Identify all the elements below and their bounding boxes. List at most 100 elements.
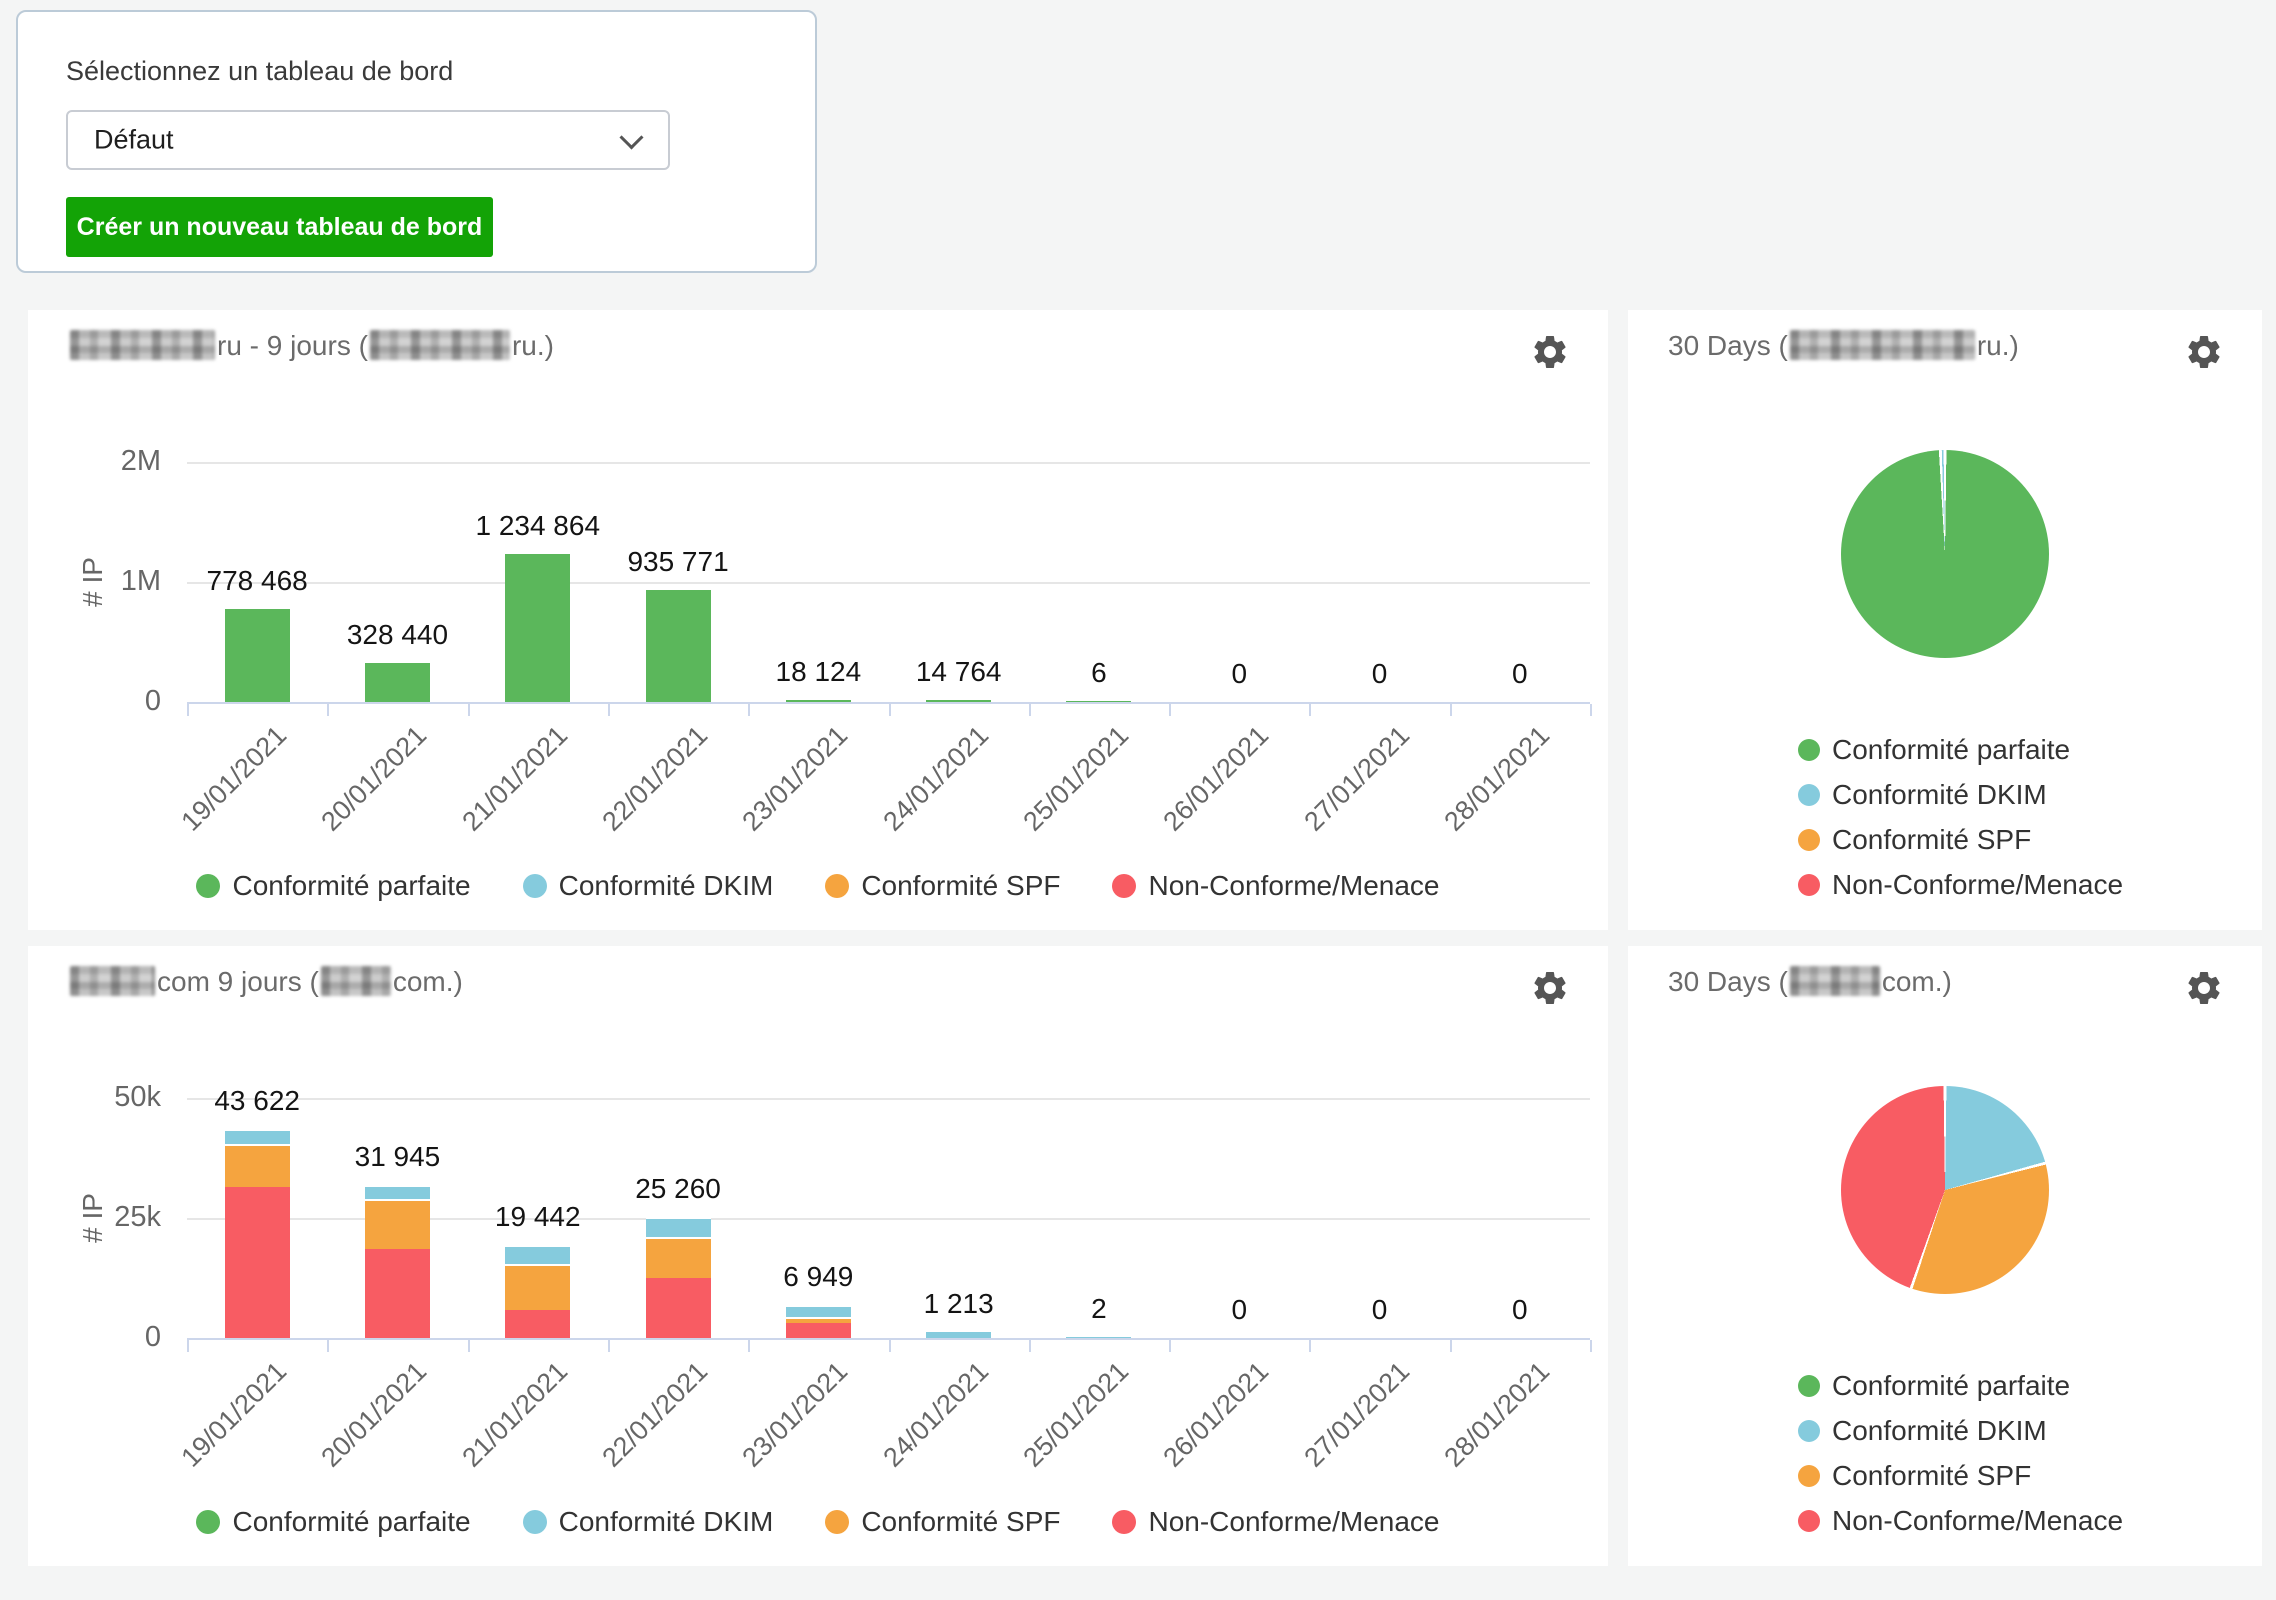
legend-item[interactable]: Conformité parfaite (1798, 734, 2123, 766)
bar-segment (1066, 701, 1131, 702)
legend-label: Non-Conforme/Menace (1832, 1505, 2123, 1537)
bar-segment (225, 1187, 290, 1338)
x-axis-label: 24/01/2021 (877, 720, 994, 837)
legend-item[interactable]: Conformité SPF (1798, 824, 2123, 856)
legend-dot-icon (1112, 1510, 1136, 1534)
legend-item[interactable]: Conformité DKIM (523, 870, 774, 902)
bar-value-label: 328 440 (347, 619, 448, 651)
x-axis-tick (1169, 704, 1171, 716)
selector-label: Sélectionnez un tableau de bord (66, 56, 453, 87)
bar-value-label: 6 (1091, 657, 1107, 689)
legend-item[interactable]: Conformité DKIM (523, 1506, 774, 1538)
x-axis-label: 25/01/2021 (1017, 720, 1134, 837)
legend-item[interactable]: Conformité DKIM (1798, 779, 2123, 811)
bar-segment (505, 554, 570, 702)
x-axis-label: 27/01/2021 (1298, 1356, 1415, 1473)
legend-dot-icon (1798, 1465, 1820, 1487)
x-axis-tick (1309, 1340, 1311, 1352)
legend-item[interactable]: Non-Conforme/Menace (1798, 1505, 2123, 1537)
x-axis-tick (1169, 1340, 1171, 1352)
x-axis-label: 22/01/2021 (596, 720, 713, 837)
gridline (187, 462, 1590, 464)
legend-dot-icon (1798, 1375, 1820, 1397)
x-axis-label: 26/01/2021 (1158, 1356, 1275, 1473)
x-axis-label: 26/01/2021 (1158, 720, 1275, 837)
x-axis-tick (1029, 704, 1031, 716)
bar-segment (786, 1317, 851, 1323)
legend-label: Conformité DKIM (559, 870, 774, 902)
dashboard-selector-panel: Sélectionnez un tableau de bord Défaut C… (16, 10, 817, 273)
y-axis-tick-label: 0 (71, 1321, 161, 1354)
dashboard-page: Sélectionnez un tableau de bord Défaut C… (0, 0, 2276, 1600)
bar-segment (786, 1323, 851, 1338)
bar-segment (926, 1332, 991, 1338)
legend-dot-icon (1798, 739, 1820, 761)
legend-item[interactable]: Conformité parfaite (196, 1506, 470, 1538)
pie-chart: Conformité parfaite Conformité DKIM Confor… (1628, 310, 2262, 930)
x-axis-tick (748, 1340, 750, 1352)
bar-value-label: 0 (1512, 1294, 1528, 1326)
y-axis-tick-label: 50k (71, 1081, 161, 1114)
x-axis-tick (608, 1340, 610, 1352)
dashboard-select[interactable]: Défaut (66, 110, 670, 170)
bar-value-label: 31 945 (355, 1141, 441, 1173)
x-axis-tick (187, 704, 189, 716)
legend-item[interactable]: Conformité SPF (1798, 1460, 2123, 1492)
x-axis-label: 21/01/2021 (456, 1356, 573, 1473)
bar-value-label: 1 213 (924, 1288, 994, 1320)
bar-value-label: 18 124 (776, 656, 862, 688)
x-axis-tick (889, 1340, 891, 1352)
legend-dot-icon (825, 1510, 849, 1534)
legend-label: Conformité SPF (861, 870, 1060, 902)
legend-item[interactable]: Conformité DKIM (1798, 1415, 2123, 1447)
bar-chart: 2M1M0# IP778 46819/01/2021328 44020/01/2… (28, 310, 1608, 930)
bar-value-label: 19 442 (495, 1201, 581, 1233)
x-axis-label: 25/01/2021 (1017, 1356, 1134, 1473)
legend-item[interactable]: Conformité parfaite (1798, 1370, 2123, 1402)
x-axis-label: 28/01/2021 (1438, 1356, 1555, 1473)
pie-graphic (1841, 1086, 2049, 1294)
legend-label: Non-Conforme/Menace (1832, 869, 2123, 901)
legend-item[interactable]: Conformité SPF (825, 1506, 1060, 1538)
legend-dot-icon (196, 874, 220, 898)
legend-dot-icon (523, 874, 547, 898)
x-axis-tick (327, 704, 329, 716)
legend-label: Conformité DKIM (1832, 1415, 2047, 1447)
legend-dot-icon (1798, 1420, 1820, 1442)
create-dashboard-button[interactable]: Créer un nouveau tableau de bord (66, 197, 493, 257)
bar-segment (646, 1237, 711, 1278)
legend-label: Conformité parfaite (1832, 1370, 2070, 1402)
chart-legend: Conformité parfaite Conformité DKIM Confor… (1798, 1370, 2123, 1537)
bar-value-label: 14 764 (916, 656, 1002, 688)
bar-segment (225, 1129, 290, 1144)
legend-item[interactable]: Non-Conforme/Menace (1112, 1506, 1439, 1538)
bar-segment (365, 1199, 430, 1249)
bar-chart-card-ru: ru - 9 jours (ru.) 2M1M0# IP778 46819/01… (28, 310, 1608, 930)
dashboard-select-value: Défaut (94, 125, 174, 156)
bar-value-label: 0 (1372, 1294, 1388, 1326)
legend-label: Conformité SPF (1832, 1460, 2031, 1492)
legend-item[interactable]: Non-Conforme/Menace (1798, 869, 2123, 901)
bar-segment (505, 1245, 570, 1264)
legend-label: Conformité DKIM (559, 1506, 774, 1538)
y-axis-tick-label: 2M (71, 445, 161, 478)
bar-value-label: 1 234 864 (475, 510, 600, 542)
x-axis-tick (1450, 704, 1452, 716)
bar-segment (646, 1217, 711, 1238)
x-axis-label: 22/01/2021 (596, 1356, 713, 1473)
x-axis-label: 19/01/2021 (176, 1356, 293, 1473)
legend-item[interactable]: Conformité SPF (825, 870, 1060, 902)
legend-dot-icon (1798, 829, 1820, 851)
bar-segment (1066, 1337, 1131, 1338)
bar-segment (225, 609, 290, 702)
pie-graphic (1841, 450, 2049, 658)
bar-segment (365, 1249, 430, 1338)
legend-item[interactable]: Non-Conforme/Menace (1112, 870, 1439, 902)
legend-item[interactable]: Conformité parfaite (196, 870, 470, 902)
y-axis-title: # IP (77, 557, 109, 607)
x-axis-tick (1450, 1340, 1452, 1352)
x-axis-label: 27/01/2021 (1298, 720, 1415, 837)
bar-segment (646, 1278, 711, 1338)
legend-dot-icon (1112, 874, 1136, 898)
bar-segment (225, 1144, 290, 1187)
